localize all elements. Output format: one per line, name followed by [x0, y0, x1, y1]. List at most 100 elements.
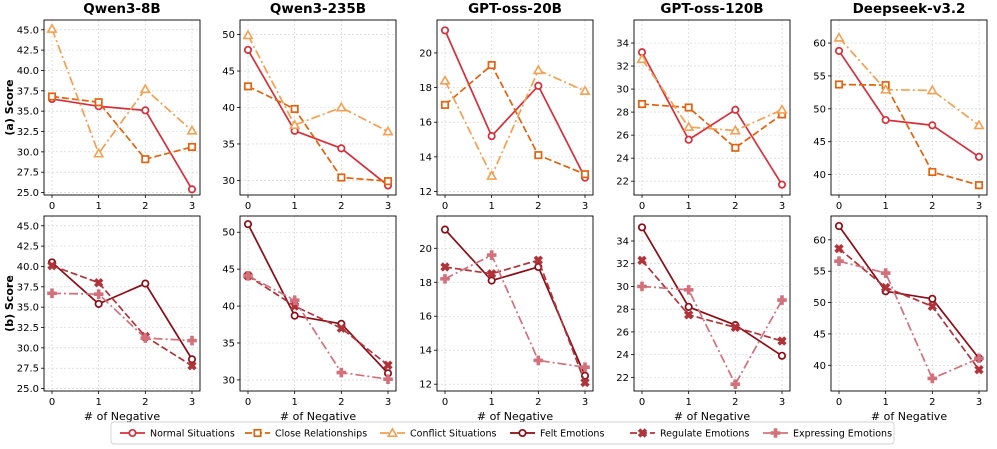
- axes-frame: [633, 19, 791, 196]
- panel-gpt-oss-120b-row-a: 22 24 26 28 30 32 34 0 1 2 3 GPT-oss-120B: [616, 1, 791, 212]
- data-point: [383, 374, 393, 384]
- axes-frame: [830, 215, 988, 392]
- data-point: [974, 353, 984, 364]
- series-line: [444, 64, 586, 175]
- data-point: [141, 279, 150, 288]
- panel-title: Deepseek-v3.2: [853, 1, 966, 17]
- data-point: [776, 103, 788, 114]
- series-conflict-situations: [439, 64, 591, 180]
- data-point: [834, 243, 844, 254]
- series-line: [641, 259, 783, 342]
- series-line: [247, 275, 389, 366]
- panel-title: Qwen3-235B: [270, 1, 366, 17]
- data-point: [242, 29, 254, 40]
- series-line: [641, 51, 783, 186]
- legend-item-expressing-emotions: Expressing Emotions: [763, 428, 892, 440]
- data-point: [337, 173, 346, 182]
- panel-qwen3-8b-row-a: 25.0 27.5 30.0 32.5 35.0 37.5 40.0 42.5 45.0 0 1 2 3…: [3, 1, 201, 212]
- legend-label: Conflict Situations: [410, 429, 496, 440]
- x-tick-label: 1: [95, 201, 101, 212]
- series-line: [51, 95, 193, 161]
- series-normal-situations: [440, 26, 590, 182]
- data-point: [486, 250, 497, 260]
- series-line: [838, 260, 980, 380]
- series-line: [51, 292, 193, 342]
- series-line: [444, 259, 586, 383]
- axes-frame: [436, 215, 594, 392]
- data-point: [579, 85, 591, 95]
- panel-qwen3-8b-row-b: 25.0 27.5 30.0 32.5 35.0 37.5 40.0 42.5 45.0 0 1 2 3…: [3, 215, 201, 423]
- data-point: [880, 83, 892, 94]
- data-point: [834, 80, 844, 89]
- data-point: [243, 220, 253, 229]
- x-tick-label: 0: [639, 201, 645, 212]
- data-point: [439, 74, 451, 85]
- data-point: [684, 103, 693, 112]
- y-tick-label: 18: [419, 278, 432, 289]
- y-tick-label: 30: [222, 176, 235, 187]
- y-tick-label: 45.0: [17, 25, 39, 36]
- series-line: [51, 98, 193, 190]
- legend-marker: [770, 428, 781, 438]
- data-point: [337, 144, 346, 153]
- series-line: [641, 103, 783, 149]
- x-axis-label: # of Negative: [84, 410, 160, 423]
- series-expressing-emotions: [834, 256, 984, 384]
- data-point: [928, 294, 937, 303]
- data-point: [47, 288, 57, 299]
- series-conflict-situations: [636, 53, 788, 135]
- data-point: [383, 177, 393, 186]
- x-tick-label: 2: [732, 397, 738, 408]
- data-point: [94, 98, 103, 107]
- y-tick-label: 40.0: [17, 66, 39, 77]
- y-tick-label: 30.0: [17, 343, 39, 354]
- legend-item-close-relationships: Close Relationships: [245, 429, 367, 440]
- data-point: [637, 255, 647, 265]
- y-tick-label: 45: [813, 137, 826, 148]
- x-tick-label: 2: [732, 201, 738, 212]
- data-point: [289, 295, 300, 305]
- y-tick-label: 30: [616, 282, 629, 293]
- axes-frame: [436, 19, 594, 196]
- data-point: [637, 99, 647, 109]
- x-tick-label: 1: [685, 397, 691, 408]
- data-point: [927, 301, 938, 311]
- axes-frame: [239, 19, 397, 196]
- legend-item-regulate-emotions: Regulate Emotions: [630, 428, 749, 440]
- x-tick-label: 3: [385, 201, 391, 212]
- y-tick-label: 37.5: [17, 86, 39, 97]
- data-point: [834, 256, 844, 266]
- x-tick-label: 0: [836, 397, 842, 408]
- data-point: [880, 268, 891, 278]
- data-point: [730, 322, 741, 333]
- legend-item-felt-emotions: Felt Emotions: [510, 429, 604, 440]
- x-tick-label: 1: [291, 397, 297, 408]
- x-tick-label: 0: [245, 397, 251, 408]
- data-point: [290, 104, 299, 114]
- series-normal-situations: [243, 45, 393, 190]
- data-point: [636, 53, 648, 64]
- y-tick-label: 25.0: [17, 384, 39, 395]
- data-point: [580, 377, 590, 388]
- data-point: [880, 282, 891, 293]
- data-point: [928, 167, 937, 177]
- series-line: [641, 226, 783, 357]
- panel-qwen3-235b-row-a: 30 35 40 45 50 0 1 2 3 Qwen3-235B: [222, 1, 397, 212]
- x-tick-label: 0: [442, 397, 448, 408]
- data-point: [141, 106, 150, 115]
- x-tick-label: 3: [385, 397, 391, 408]
- legend-marker: [637, 428, 648, 438]
- y-tick-label: 55: [813, 267, 826, 278]
- x-tick-label: 2: [535, 201, 541, 212]
- y-tick-label: 35.0: [17, 303, 39, 314]
- data-point: [440, 225, 450, 234]
- panel-title: Qwen3-8B: [83, 1, 160, 17]
- y-tick-label: 45.0: [17, 221, 39, 232]
- series-line: [444, 69, 586, 177]
- series-expressing-emotions: [637, 281, 787, 389]
- data-point: [730, 379, 741, 389]
- legend-marker: [128, 428, 137, 438]
- y-tick-label: 30.0: [17, 147, 39, 158]
- legend-label: Close Relationships: [275, 429, 367, 440]
